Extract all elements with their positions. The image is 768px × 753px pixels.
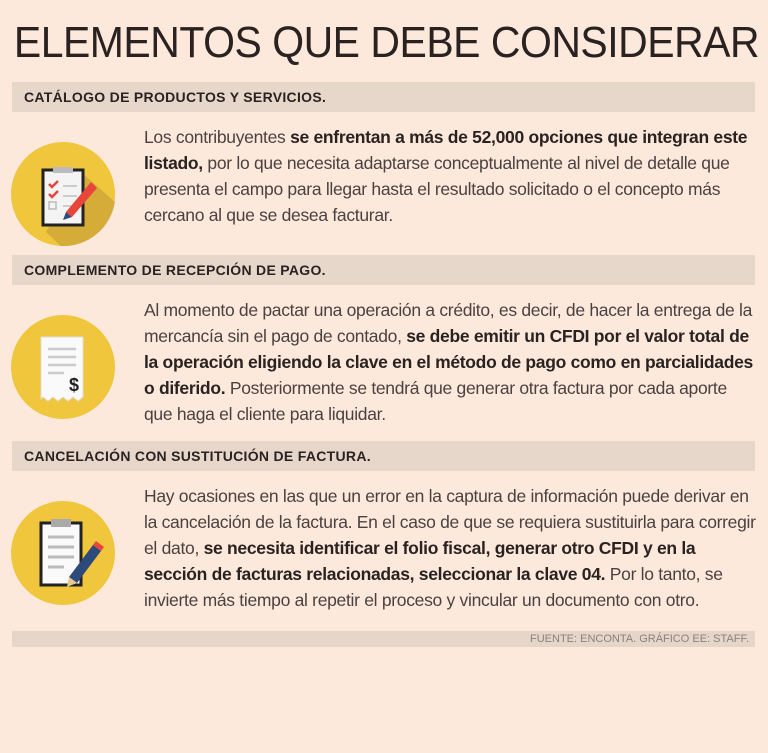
section-catalogo: Los contribuyentes se enfrentan a más de…: [11, 112, 756, 255]
infographic: ELEMENTOS QUE DEBE CONSIDERAR CATÁLOGO D…: [11, 18, 760, 647]
text: por lo que necesita adaptarse conceptual…: [144, 153, 730, 225]
bold-text: se enfrentan a más de 52,000 opciones qu…: [144, 127, 748, 173]
bold-text: se debe emitir un CFDI por el valor tota…: [144, 326, 753, 398]
svg-text:$: $: [69, 375, 79, 395]
section-heading-complemento: COMPLEMENTO DE RECEPCIÓN DE PAGO.: [12, 255, 755, 285]
section-cancelacion: Hay ocasiones en las que un error en la …: [11, 471, 756, 627]
paragraph-complemento: Al momento de pactar una operación a cré…: [144, 297, 756, 427]
paragraph-catalogo: Los contribuyentes se enfrentan a más de…: [144, 124, 756, 228]
source-credit: FUENTE: ENCONTA. GRÁFICO EE: STAFF.: [12, 631, 755, 647]
receipt-dollar-icon: $: [11, 315, 115, 419]
page-title: ELEMENTOS QUE DEBE CONSIDERAR: [13, 18, 760, 67]
paragraph-cancelacion: Hay ocasiones en las que un error en la …: [144, 483, 756, 613]
section-heading-cancelacion: CANCELACIÓN CON SUSTITUCIÓN DE FACTURA.: [12, 441, 755, 471]
bold-text: se necesita identificar el folio fiscal,…: [144, 538, 696, 584]
text: Posteriormente se tendrá que generar otr…: [144, 378, 727, 424]
text: Hay ocasiones en las que un error en la …: [144, 486, 756, 558]
clipboard-signing-pencil-icon: [11, 501, 115, 605]
text: Los contribuyentes: [144, 127, 291, 147]
section-heading-catalogo: CATÁLOGO DE PRODUCTOS Y SERVICIOS.: [12, 82, 755, 112]
checklist-clipboard-pen-icon: [11, 142, 115, 246]
text: Por lo tanto, se invierte más tiempo al …: [144, 564, 723, 610]
section-complemento: $ Al momento de pactar una operación a c…: [11, 285, 756, 441]
text: Al momento de pactar una operación a cré…: [144, 300, 753, 346]
